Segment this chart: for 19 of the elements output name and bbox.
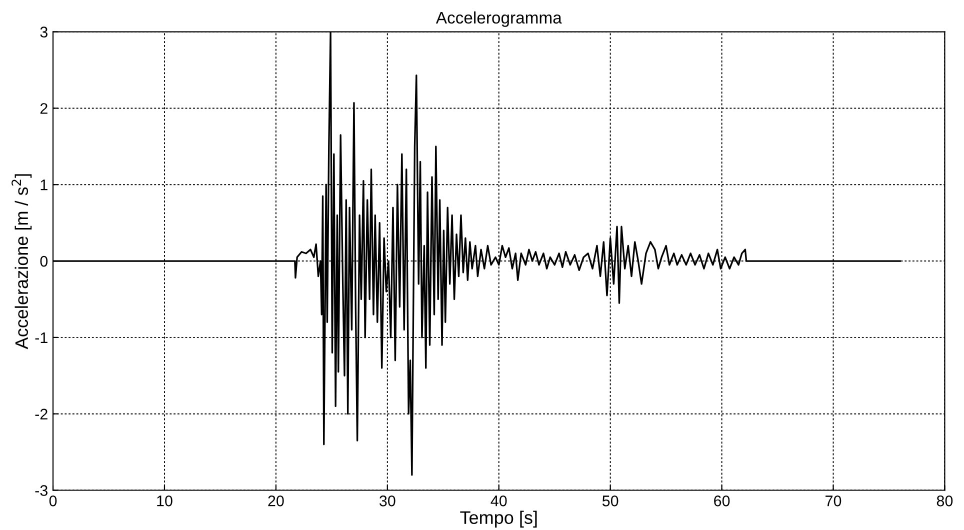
y-tick-label: -1 [35,332,48,343]
x-tick-label: 70 [826,496,842,506]
x-tick-label: 60 [714,496,730,506]
x-tick-label: 40 [490,496,507,506]
y-tick-label: 2 [40,103,48,114]
y-tick-label: 3 [40,26,48,38]
chart-title: Accelerogramma [436,11,562,27]
y-tick-label: -2 [35,408,48,420]
y-tick-label: -3 [35,485,48,496]
x-axis-title: Tempo [s] [460,510,537,528]
y-tick-label: 1 [40,180,48,190]
y-tick-label: 0 [40,256,48,267]
x-tick-label: 50 [602,496,618,506]
x-tick-label: 30 [379,496,396,506]
y-axis-title: Accelerazione [m / s$^{2}$] [12,174,32,350]
x-tick-label: 10 [157,496,172,506]
x-tick-label: 80 [936,496,953,506]
x-tick-label: 20 [268,496,284,506]
x-tick-label: 0 [49,496,57,506]
